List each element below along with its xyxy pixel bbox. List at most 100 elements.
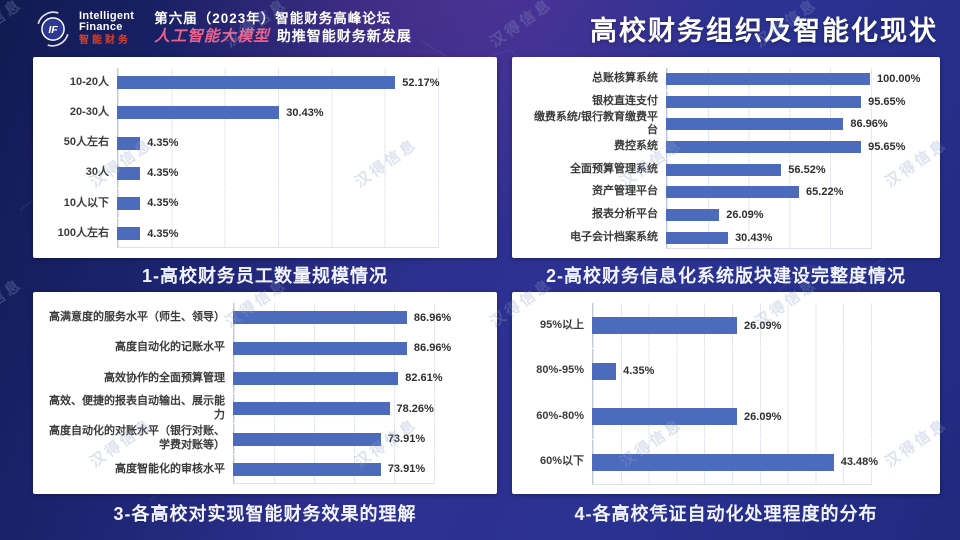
chart-caption-2: 2-高校财务信息化系统版块建设完整度情况 [545, 266, 906, 286]
event-title-accent: 人工智能大模型 [154, 27, 270, 45]
value-label: 73.91% [387, 463, 426, 476]
value-label: 56.52% [788, 163, 826, 176]
value-label: 95.65% [868, 95, 906, 108]
bar [233, 311, 407, 325]
chart-panel-2: 总账核算系统 100.00% 银校直连支付 95.65% 缴费系统/银行教育缴费平台 86… [512, 57, 940, 258]
chart-caption-3: 3-各高校对实现智能财务效果的理解 [113, 504, 417, 524]
bar-track: 86.96% [666, 113, 928, 136]
logo-name-line2: Finance [79, 21, 123, 34]
bar-track: 73.91% [233, 454, 485, 485]
bar-chart-staff-size: 10-20人 52.17% 20-30人 30.43% 50人左右 4.35% 30人 4.3… [45, 68, 485, 249]
event-title-line1: 第六届（2023年）智能财务高峰论坛 [154, 10, 392, 26]
bar [666, 208, 720, 221]
category-label: 全面预算管理系统 [570, 162, 658, 175]
category-label: 100人左右 [57, 226, 109, 239]
bar-track: 56.52% [666, 158, 928, 181]
bar-track: 65.22% [666, 181, 928, 204]
value-label: 86.96% [413, 311, 452, 324]
bar-track: 4.35% [117, 158, 485, 188]
bar [666, 186, 800, 199]
value-label: 52.17% [402, 76, 440, 89]
bar-track: 95.65% [666, 90, 928, 114]
bar-track: 82.61% [233, 363, 485, 394]
bar [666, 118, 844, 131]
logo-monogram: IF [48, 24, 58, 36]
bar-chart-voucher-automation: 95%以上 26.09% 80%-95% 4.35% 60%-80% 26.09% 60%以… [524, 303, 928, 485]
value-label: 65.22% [806, 186, 844, 199]
value-label: 26.09% [744, 319, 782, 332]
header: IF Intelligent Finance 智能财务 第六届（2023年）智能… [0, 0, 960, 57]
bar [233, 462, 381, 476]
category-label: 高效、便捷的报表自动输出、展示能力 [49, 394, 225, 421]
value-label: 26.09% [726, 208, 764, 221]
value-label: 100.00% [877, 73, 921, 86]
category-label: 高满意度的服务水平（师生、领导） [49, 310, 225, 323]
value-label: 4.35% [623, 365, 655, 377]
bar [117, 196, 141, 210]
value-label: 78.26% [396, 402, 434, 415]
bar [233, 402, 390, 416]
bar-track: 52.17% [117, 68, 485, 98]
category-label: 60%以下 [539, 455, 584, 468]
quadrant-1: 10-20人 52.17% 20-30人 30.43% 50人左右 4.35% 30人 4.3… [33, 57, 497, 292]
bar [117, 106, 280, 120]
bar-track: 26.09% [666, 203, 928, 227]
bar [233, 341, 407, 355]
bar-track: 78.26% [233, 393, 485, 424]
value-label: 95.65% [868, 141, 906, 154]
bar [117, 136, 141, 150]
bar-track: 73.91% [233, 424, 485, 454]
logo: IF Intelligent Finance 智能财务 [34, 10, 134, 48]
value-label: 82.61% [405, 372, 443, 385]
event-title-rest: 助推智能财务新发展 [276, 27, 412, 44]
category-label: 60%-80% [536, 409, 584, 422]
category-label: 资产管理平台 [592, 185, 658, 198]
logo-names: Intelligent Finance 智能财务 [79, 9, 135, 47]
quadrant-4: 95%以上 26.09% 80%-95% 4.35% 60%-80% 26.09% 60%以… [512, 292, 940, 532]
bar-track: 4.35% [117, 218, 485, 249]
value-label: 4.35% [147, 197, 179, 210]
bar-chart-system-completeness: 总账核算系统 100.00% 银校直连支付 95.65% 缴费系统/银行教育缴费平台 86… [524, 68, 928, 249]
chart-caption-4: 4-各高校凭证自动化处理程度的分布 [574, 504, 878, 524]
value-label: 73.91% [387, 433, 426, 446]
category-label: 10-20人 [69, 75, 109, 88]
bar [666, 73, 870, 86]
bar-track: 4.35% [117, 188, 485, 219]
category-label: 电子会计档案系统 [570, 230, 658, 243]
bar [117, 76, 396, 90]
bar [117, 166, 141, 180]
bar-track: 43.48% [592, 439, 928, 485]
category-label: 95%以上 [539, 318, 584, 331]
bar-track: 100.00% [666, 68, 928, 91]
bar [666, 231, 729, 244]
chart-panel-1: 10-20人 52.17% 20-30人 30.43% 50人左右 4.35% 30人 4.3… [33, 57, 497, 258]
bar-track: 30.43% [117, 98, 485, 128]
logo-name-line1: Intelligent [79, 9, 135, 22]
bar [666, 141, 862, 154]
charts-grid: 10-20人 52.17% 20-30人 30.43% 50人左右 4.35% 30人 4.3… [0, 57, 960, 532]
intelligent-finance-logo-icon: IF [37, 10, 69, 47]
value-label: 86.96% [850, 118, 888, 131]
value-label: 26.09% [744, 410, 782, 423]
bar [666, 95, 862, 108]
category-label: 高度自动化的对账水平（银行对账、学费对账等） [49, 425, 225, 452]
bar [117, 227, 141, 241]
category-label: 费控系统 [614, 140, 658, 153]
gridlines [117, 218, 439, 249]
chart-panel-4: 95%以上 26.09% 80%-95% 4.35% 60%-80% 26.09% 60%以… [512, 292, 940, 494]
value-label: 4.35% [147, 137, 179, 150]
category-label: 50人左右 [63, 136, 109, 149]
value-label: 4.35% [147, 227, 179, 240]
category-label: 10人以下 [63, 196, 109, 209]
bar-track: 26.09% [592, 303, 928, 348]
bar-track: 95.65% [666, 135, 928, 159]
bar-track: 30.43% [666, 226, 928, 249]
bar [666, 163, 782, 176]
bar [592, 453, 834, 471]
category-label: 80%-95% [536, 364, 584, 377]
value-label: 30.43% [286, 106, 324, 119]
gridlines [117, 188, 439, 219]
bar [592, 408, 738, 425]
quadrant-3: 高满意度的服务水平（师生、领导） 86.96% 高度自动化的记账水平 86.96% 高效… [33, 292, 497, 532]
value-label: 30.43% [735, 231, 773, 244]
